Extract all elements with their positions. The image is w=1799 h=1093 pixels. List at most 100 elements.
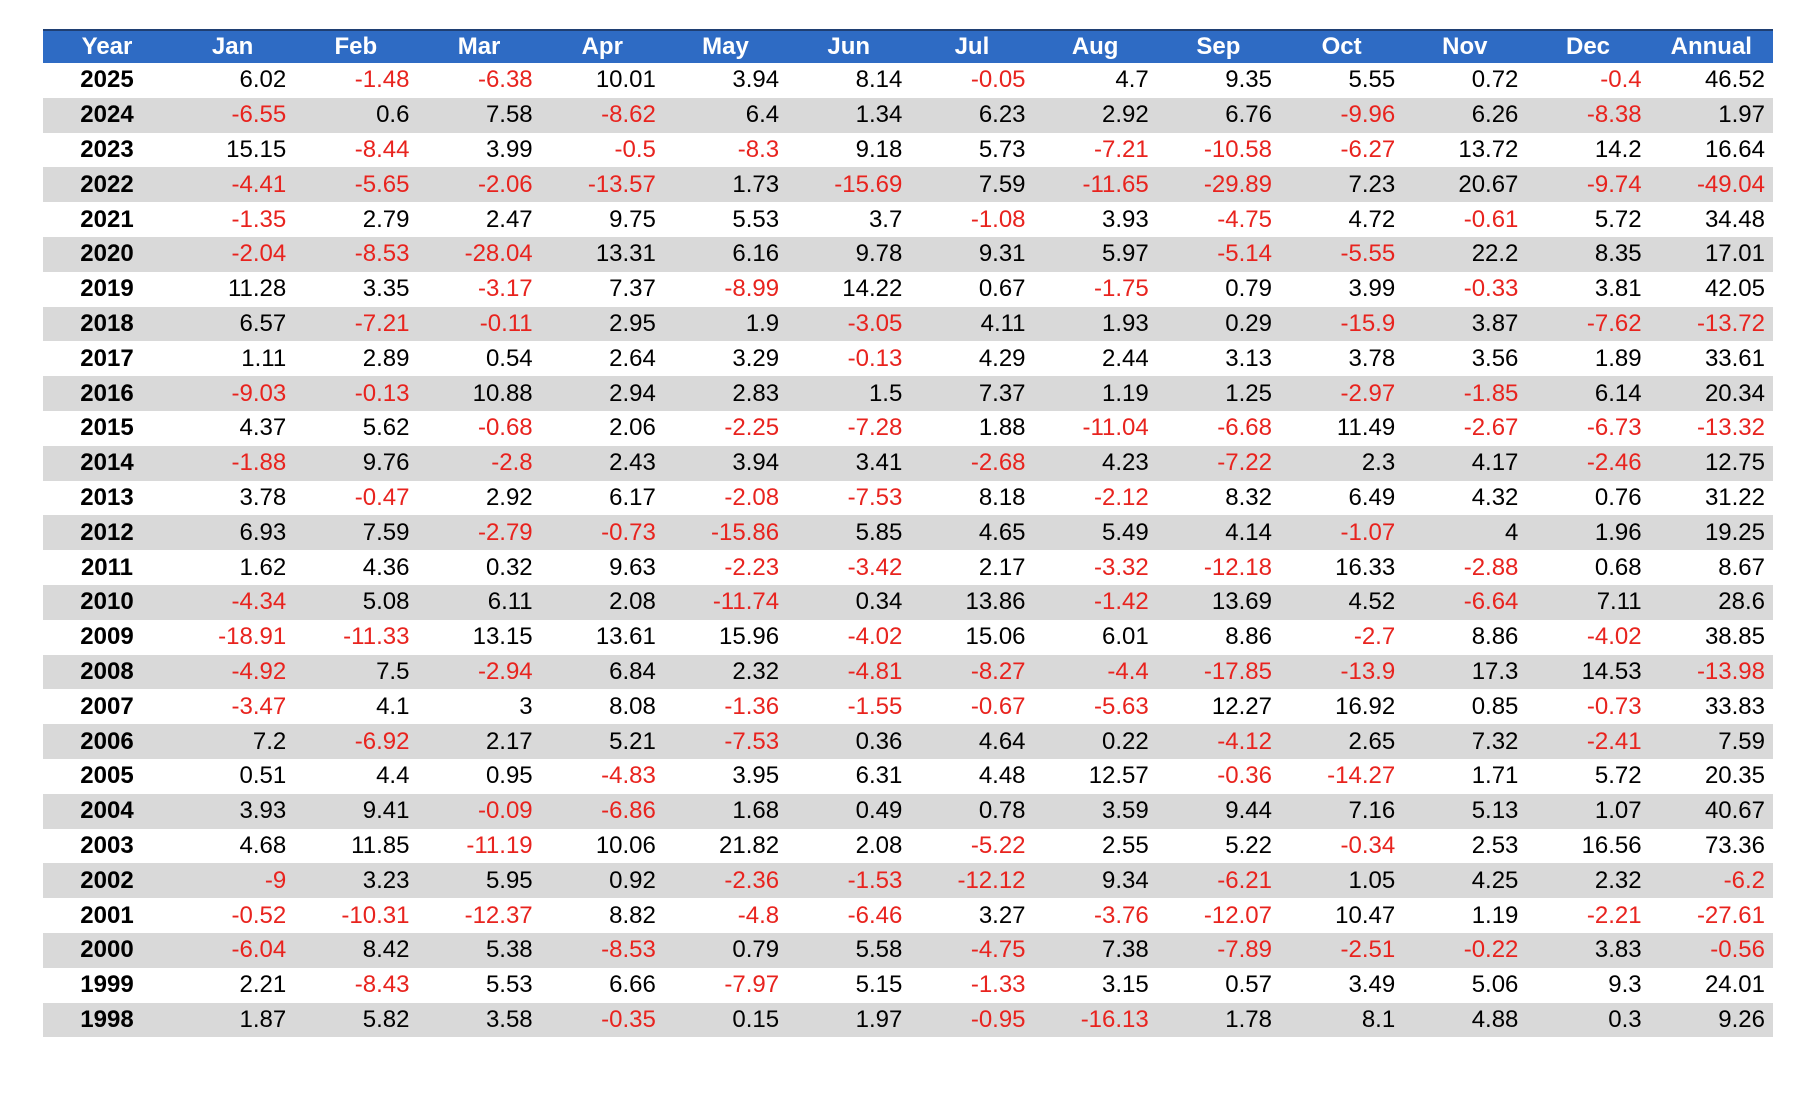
- annual-cell: 19.25: [1704, 518, 1765, 546]
- month-cell: 6.57: [239, 309, 287, 337]
- monthly-returns-table: Year Jan Feb Mar Apr May Jun Jul Aug Sep Oct Nov Dec…: [43, 29, 1773, 1038]
- month-cell: 7.59: [362, 518, 410, 546]
- table-row: 2008 -4.92 7.5 -2.94 6.84 2.32 -4.81 -8.27 -4.4 -…: [43, 654, 1773, 690]
- month-cell: 2.21: [239, 971, 287, 999]
- month-cell: 8.82: [609, 901, 656, 929]
- annual-cell: 46.52: [1704, 66, 1765, 94]
- month-cell: 6.93: [239, 518, 287, 546]
- month-cell: -1.35: [231, 205, 287, 233]
- month-cell: 2.32: [1594, 866, 1642, 894]
- month-cell: 2.08: [609, 588, 656, 616]
- month-cell: 2.65: [1348, 727, 1396, 755]
- annual-cell: -49.04: [1696, 170, 1765, 198]
- month-cell: -4.81: [847, 657, 903, 685]
- month-cell: -0.33: [1463, 275, 1519, 303]
- month-cell: 5.97: [1102, 240, 1149, 268]
- month-cell: -1.36: [724, 692, 780, 720]
- month-cell: 3.81: [1594, 275, 1642, 303]
- month-cell: -12.18: [1203, 553, 1272, 581]
- month-cell: 1.5: [868, 379, 903, 407]
- month-cell: 0.79: [1225, 275, 1272, 303]
- month-cell: -7.53: [847, 483, 903, 511]
- month-cell: 15.96: [719, 623, 780, 651]
- month-cell: -11.19: [466, 831, 533, 859]
- month-cell: -1.42: [1094, 588, 1149, 616]
- month-cell: 9.3: [1608, 971, 1642, 999]
- month-cell: -0.52: [231, 901, 287, 929]
- month-cell: -3.05: [847, 309, 903, 337]
- month-cell: -2.21: [1586, 901, 1642, 929]
- month-cell: 4.65: [978, 518, 1026, 546]
- month-cell: 6.84: [609, 657, 656, 685]
- month-cell: 4.36: [362, 553, 410, 581]
- month-cell: -9: [264, 866, 287, 894]
- month-cell: 5.72: [1594, 762, 1642, 790]
- month-cell: 8.08: [609, 692, 656, 720]
- month-cell: -0.73: [1586, 692, 1642, 720]
- year-cell: 2004: [80, 797, 134, 825]
- annual-cell: -13.98: [1696, 657, 1765, 685]
- table-row: 2021 -1.35 2.79 2.47 9.75 5.53 3.7 -1.08 3.93 -4.…: [43, 202, 1773, 237]
- month-cell: 7.37: [978, 379, 1026, 407]
- month-cell: 6.76: [1225, 101, 1272, 129]
- month-cell: 8.86: [1225, 623, 1272, 651]
- year-cell: 2021: [80, 205, 134, 233]
- month-cell: 3.99: [485, 135, 533, 163]
- month-cell: 2.3: [1361, 449, 1396, 477]
- month-cell: 0.32: [485, 553, 533, 581]
- column-header-nov: Nov: [1442, 33, 1488, 60]
- month-cell: 2.94: [609, 379, 656, 407]
- month-cell: 0.22: [1102, 727, 1149, 755]
- month-cell: -8.62: [601, 101, 656, 129]
- month-cell: 0.54: [485, 344, 533, 372]
- month-cell: 3.59: [1102, 797, 1149, 825]
- month-cell: -9.03: [231, 379, 287, 407]
- table-row: 2015 4.37 5.62 -0.68 2.06 -2.25 -7.28 1.88 -11.0…: [43, 411, 1773, 446]
- year-cell: 2005: [80, 762, 134, 790]
- year-cell: 2024: [80, 101, 134, 129]
- month-cell: 0.68: [1594, 553, 1642, 581]
- month-cell: -11.04: [1082, 414, 1149, 442]
- annual-cell: 34.48: [1704, 205, 1765, 233]
- month-cell: 6.49: [1348, 483, 1396, 511]
- month-cell: -0.47: [354, 483, 410, 511]
- month-cell: 13.72: [1458, 135, 1519, 163]
- month-cell: 1.05: [1348, 866, 1396, 894]
- table-row: 2014 -1.88 9.76 -2.8 2.43 3.94 3.41 -2.68 4.23 -7…: [43, 445, 1773, 481]
- month-cell: 0.95: [485, 762, 533, 790]
- month-cell: -0.95: [970, 1005, 1026, 1033]
- month-cell: 3.78: [1348, 344, 1396, 372]
- table-row: 2023 15.15 -8.44 3.99 -0.5 -8.3 9.18 5.73 -7.21 -…: [43, 133, 1773, 168]
- month-cell: 1.97: [855, 1005, 903, 1033]
- month-cell: 5.62: [362, 414, 410, 442]
- month-cell: -0.4: [1600, 66, 1642, 94]
- column-header-jul: Jul: [954, 33, 990, 60]
- month-cell: -8.38: [1586, 101, 1642, 129]
- month-cell: 3.56: [1471, 344, 1519, 372]
- month-cell: -3.32: [1094, 553, 1149, 581]
- month-cell: 2.64: [609, 344, 656, 372]
- month-cell: -6.64: [1463, 588, 1519, 616]
- column-header-feb: Feb: [334, 33, 378, 60]
- month-cell: -2.94: [477, 657, 533, 685]
- month-cell: -7.28: [847, 414, 903, 442]
- month-cell: -0.05: [970, 66, 1026, 94]
- annual-cell: 33.61: [1704, 344, 1765, 372]
- month-cell: 3.23: [362, 866, 410, 894]
- month-cell: 4.32: [1471, 483, 1519, 511]
- month-cell: -2.06: [477, 170, 533, 198]
- month-cell: 7.23: [1348, 170, 1396, 198]
- month-cell: -12.37: [464, 901, 533, 929]
- table-row: 2007 -3.47 4.1 3 8.08 -1.36 -1.55 -0.67 -5.63 12.…: [43, 689, 1773, 724]
- month-cell: 8.35: [1594, 240, 1642, 268]
- month-cell: 1.87: [239, 1005, 287, 1033]
- month-cell: -1.07: [1340, 518, 1396, 546]
- month-cell: -2.68: [970, 449, 1026, 477]
- month-cell: -0.34: [1340, 831, 1396, 859]
- month-cell: -1.88: [231, 449, 287, 477]
- month-cell: 0.15: [732, 1005, 780, 1033]
- month-cell: -7.21: [1094, 135, 1149, 163]
- month-cell: 4.11: [980, 309, 1026, 337]
- month-cell: 14.2: [1594, 135, 1642, 163]
- month-cell: 6.14: [1594, 379, 1642, 407]
